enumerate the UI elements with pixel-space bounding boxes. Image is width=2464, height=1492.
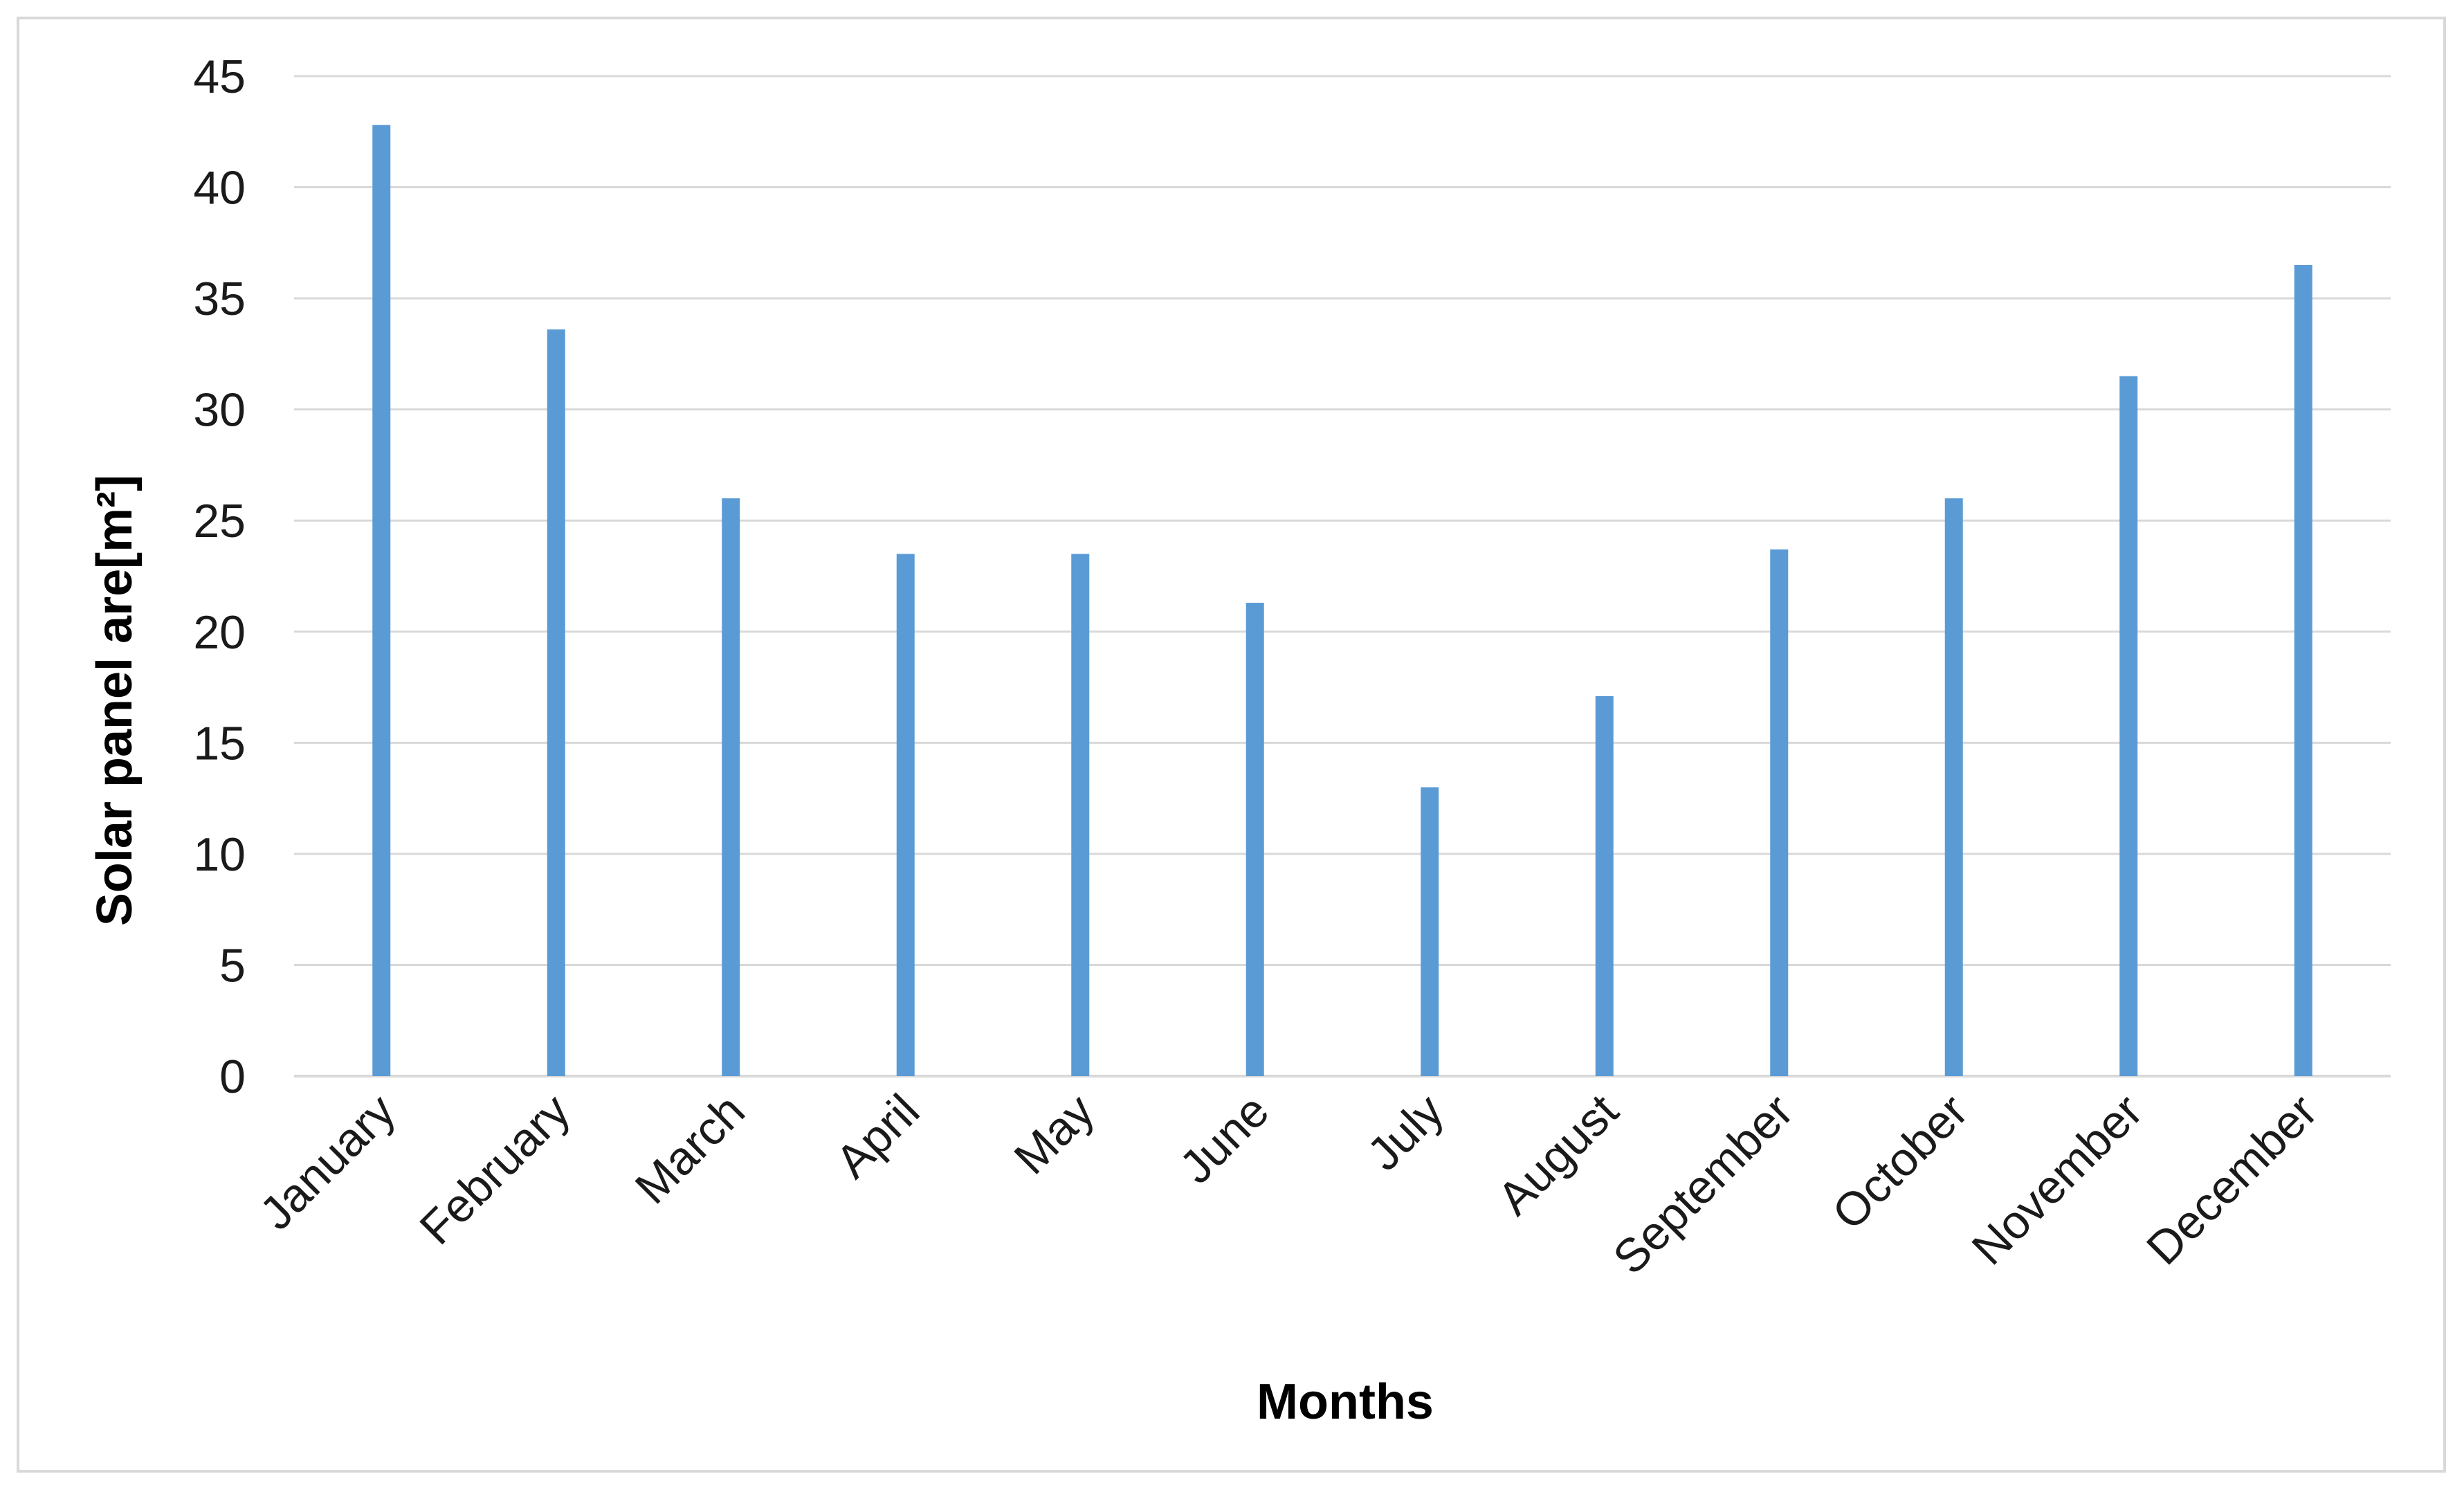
y-tick-label: 25 — [193, 495, 246, 547]
y-tick-label: 40 — [193, 162, 246, 215]
y-tick-label: 20 — [193, 606, 246, 659]
bar-june — [1245, 603, 1264, 1076]
x-tick-label: September — [1603, 1084, 1803, 1284]
bar-december — [2294, 264, 2312, 1076]
x-tick-label: April — [825, 1084, 929, 1188]
gridlines — [294, 75, 2391, 1077]
bar-november — [2119, 376, 2138, 1076]
y-axis-title: Solar panel are[m²] — [87, 475, 143, 926]
x-tick-label: January — [250, 1084, 405, 1240]
x-tick-label: November — [1962, 1084, 2153, 1275]
bar-july — [1421, 787, 1439, 1076]
y-tick-label: 5 — [219, 939, 246, 992]
bar-april — [896, 554, 915, 1076]
chart-frame — [17, 17, 2446, 1473]
bar-september — [1770, 549, 1789, 1076]
x-tick-label: March — [626, 1084, 755, 1214]
x-tick-label: December — [2137, 1084, 2328, 1275]
bar-march — [722, 498, 740, 1076]
y-tick-label: 30 — [193, 384, 246, 437]
x-axis-ticks: January February March April May June July Augu… — [250, 1084, 2327, 1284]
bar-august — [1595, 695, 1614, 1076]
x-axis-title: Months — [1257, 1374, 1434, 1430]
x-tick-label: October — [1823, 1084, 1978, 1240]
bar-may — [1071, 554, 1090, 1076]
y-tick-label: 45 — [193, 51, 246, 103]
x-tick-label: July — [1358, 1084, 1454, 1181]
y-tick-label: 0 — [219, 1050, 246, 1103]
x-tick-label: June — [1169, 1084, 1279, 1194]
y-tick-label: 15 — [193, 717, 246, 770]
bar-january — [372, 125, 391, 1077]
bar-february — [547, 329, 565, 1077]
x-tick-label: May — [1004, 1084, 1104, 1185]
x-tick-label: August — [1488, 1084, 1629, 1226]
bar-october — [1944, 498, 1963, 1076]
y-tick-label: 10 — [193, 828, 246, 881]
x-tick-label: February — [410, 1084, 580, 1255]
bars — [372, 125, 2312, 1077]
y-axis-ticks: 0 5 10 15 20 25 30 35 40 45 — [193, 51, 246, 1103]
y-tick-label: 35 — [193, 273, 246, 325]
